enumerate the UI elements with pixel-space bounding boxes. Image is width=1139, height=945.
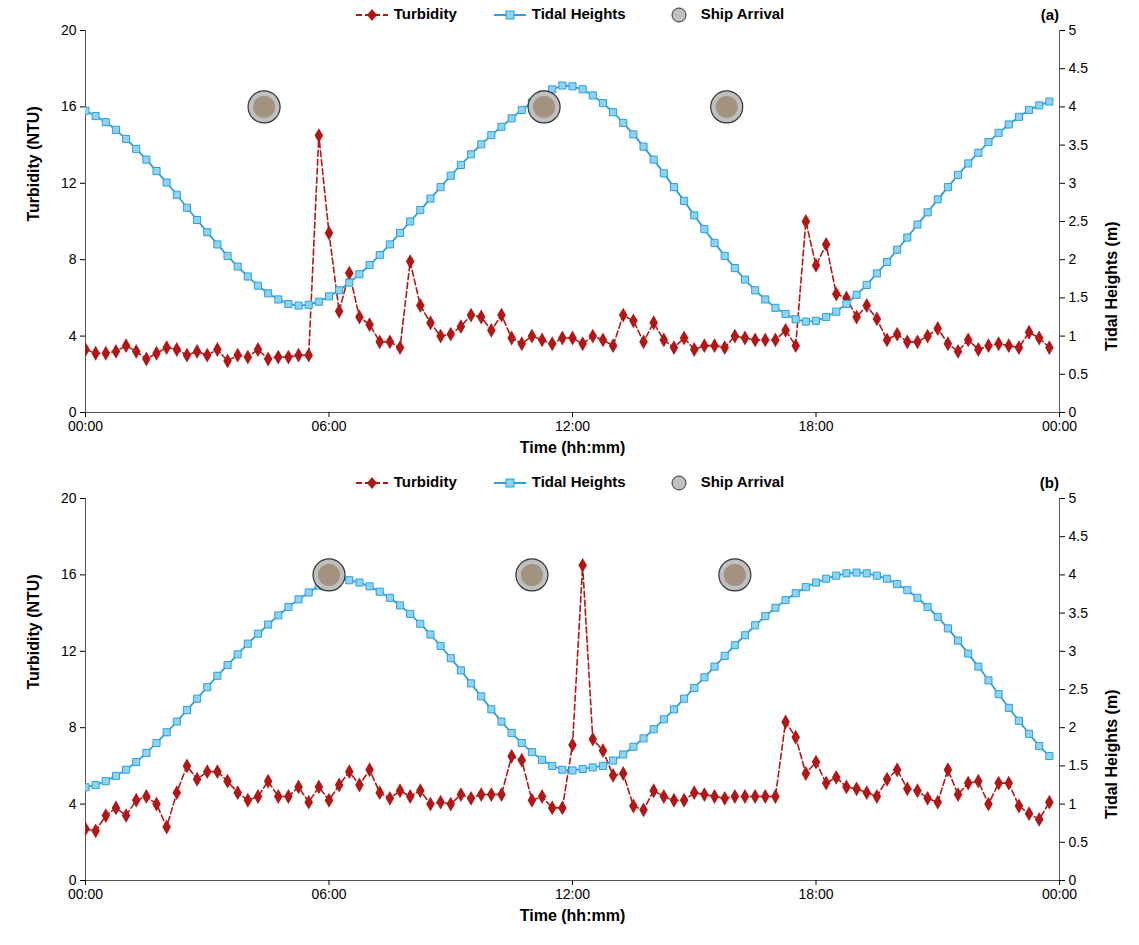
svg-text:8: 8	[69, 719, 77, 735]
svg-text:12: 12	[61, 643, 77, 659]
svg-text:Turbidity (NTU): Turbidity (NTU)	[25, 574, 42, 689]
svg-text:06:00: 06:00	[311, 418, 346, 434]
svg-text:Tidal Heights (m): Tidal Heights (m)	[1103, 222, 1120, 352]
svg-text:Time (hh:mm): Time (hh:mm)	[520, 439, 625, 456]
svg-text:2.5: 2.5	[1069, 681, 1089, 697]
svg-text:4: 4	[69, 328, 77, 344]
svg-text:5: 5	[1069, 490, 1077, 506]
html-text:Ship Arrival: Ship Arrival	[700, 4, 785, 22]
html-text:Ship Arrival: Ship Arrival	[700, 472, 785, 490]
svg-text:4: 4	[1069, 566, 1077, 582]
svg-text:0.5: 0.5	[1069, 366, 1089, 382]
svg-text:1: 1	[1069, 328, 1077, 344]
svg-text:4: 4	[69, 796, 77, 812]
svg-text:1.5: 1.5	[1069, 757, 1089, 773]
svg-text:Tidal Heights (m): Tidal Heights (m)	[1103, 690, 1120, 820]
html-text:Turbidity: Turbidity	[393, 472, 457, 490]
svg-text:4.5: 4.5	[1069, 60, 1089, 76]
svg-text:00:00: 00:00	[68, 886, 103, 902]
svg-text:18:00: 18:00	[798, 418, 833, 434]
svg-text:5: 5	[1069, 22, 1077, 38]
svg-text:Time (hh:mm): Time (hh:mm)	[520, 907, 625, 924]
svg-text:06:00: 06:00	[311, 886, 346, 902]
svg-text:0: 0	[1069, 404, 1077, 420]
svg-text:2.5: 2.5	[1069, 213, 1089, 229]
html-text:Tidal Heights: Tidal Heights	[531, 4, 626, 22]
svg-text:Turbidity (NTU): Turbidity (NTU)	[25, 106, 42, 221]
svg-text:00:00: 00:00	[68, 418, 103, 434]
svg-text:18:00: 18:00	[798, 886, 833, 902]
svg-text:0: 0	[69, 404, 77, 420]
svg-text:2: 2	[1069, 719, 1077, 735]
svg-text:8: 8	[69, 251, 77, 267]
svg-text:4.5: 4.5	[1069, 528, 1089, 544]
svg-text:3.5: 3.5	[1069, 137, 1089, 153]
svg-text:3: 3	[1069, 643, 1077, 659]
svg-text:3: 3	[1069, 175, 1077, 191]
svg-text:16: 16	[61, 566, 77, 582]
svg-text:16: 16	[61, 98, 77, 114]
svg-text:20: 20	[61, 490, 77, 506]
svg-text:2: 2	[1069, 251, 1077, 267]
html-text:(a): (a)	[1040, 6, 1059, 23]
svg-text:0.5: 0.5	[1069, 834, 1089, 850]
svg-text:4: 4	[1069, 98, 1077, 114]
svg-text:12:00: 12:00	[555, 886, 590, 902]
svg-text:1.5: 1.5	[1069, 289, 1089, 305]
svg-text:0: 0	[1069, 872, 1077, 888]
html-text:(b): (b)	[1039, 474, 1059, 491]
svg-text:20: 20	[61, 22, 77, 38]
svg-text:3.5: 3.5	[1069, 605, 1089, 621]
html-text:Tidal Heights: Tidal Heights	[531, 472, 626, 490]
svg-text:00:00: 00:00	[1042, 418, 1077, 434]
svg-text:12:00: 12:00	[555, 418, 590, 434]
svg-text:0: 0	[69, 872, 77, 888]
html-text:Turbidity: Turbidity	[393, 4, 457, 22]
svg-text:12: 12	[61, 175, 77, 191]
svg-text:00:00: 00:00	[1042, 886, 1077, 902]
svg-text:1: 1	[1069, 796, 1077, 812]
